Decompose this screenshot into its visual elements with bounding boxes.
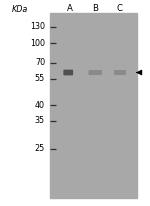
Text: C: C bbox=[116, 4, 122, 13]
FancyBboxPatch shape bbox=[63, 70, 73, 75]
Text: 70: 70 bbox=[35, 58, 45, 67]
Text: KDa: KDa bbox=[11, 5, 28, 14]
Bar bbox=[50, 13, 137, 198]
Text: 130: 130 bbox=[30, 22, 45, 31]
Text: 100: 100 bbox=[30, 39, 45, 48]
Text: A: A bbox=[67, 4, 73, 13]
Text: 25: 25 bbox=[35, 144, 45, 153]
Text: 40: 40 bbox=[35, 101, 45, 110]
Text: 35: 35 bbox=[35, 116, 45, 125]
Text: 55: 55 bbox=[35, 74, 45, 83]
FancyBboxPatch shape bbox=[88, 70, 102, 75]
FancyBboxPatch shape bbox=[114, 70, 126, 75]
Text: B: B bbox=[92, 4, 98, 13]
